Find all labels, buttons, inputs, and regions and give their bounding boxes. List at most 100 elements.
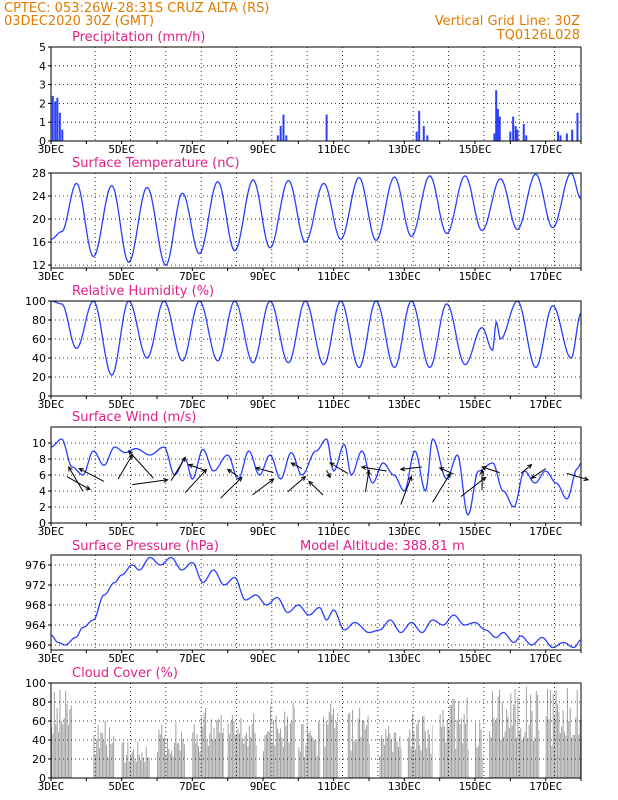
cloud-bar bbox=[562, 710, 564, 778]
cloud-bar bbox=[496, 717, 498, 778]
wind-arrowhead bbox=[254, 466, 261, 472]
cloud-bar bbox=[534, 737, 536, 778]
y-tick-label: 4 bbox=[39, 485, 46, 498]
cloud-bar bbox=[331, 715, 333, 778]
y-tick-label: 40 bbox=[32, 734, 46, 747]
cloud-bar bbox=[571, 737, 573, 778]
panel-cloud: Cloud Cover (%) 0 20 40 60 80 100 3DEC 5DEC 7DEC 9… bbox=[25, 666, 582, 793]
cloud-bar bbox=[246, 732, 248, 778]
cloud-bar bbox=[62, 724, 64, 778]
x-tick-label: 3DEC bbox=[38, 525, 65, 538]
cloud-bar bbox=[132, 749, 134, 778]
cloud-bar bbox=[223, 728, 225, 778]
x-tick-label: 5DEC bbox=[108, 652, 135, 665]
cloud-bar bbox=[506, 709, 508, 778]
cloud-bar bbox=[352, 709, 354, 778]
cloud-bar bbox=[52, 733, 54, 778]
cloud-bar bbox=[265, 734, 267, 778]
panel-annotation: Model Altitude: 388.81 m bbox=[300, 539, 465, 554]
cloud-bar bbox=[547, 688, 549, 778]
wind-arrowhead bbox=[399, 466, 406, 472]
x-tick-label: 9DEC bbox=[250, 398, 277, 411]
vertical-grid-label: Vertical Grid Line: 30Z bbox=[435, 14, 580, 29]
cloud-bar bbox=[94, 755, 96, 778]
wind-arrow bbox=[255, 467, 274, 474]
cloud-bar bbox=[575, 717, 577, 778]
precip-bar bbox=[557, 131, 560, 141]
cloud-bar bbox=[323, 716, 325, 778]
wind-arrowhead bbox=[181, 456, 186, 462]
cloud-bar bbox=[357, 718, 359, 778]
x-tick-label: 13DEC bbox=[388, 780, 421, 793]
cloud-bar bbox=[385, 729, 387, 778]
y-tick-label: 2 bbox=[39, 97, 46, 110]
cloud-bar bbox=[111, 742, 113, 778]
cloud-bar bbox=[458, 701, 460, 778]
wind-arrowhead bbox=[269, 478, 275, 484]
cloud-bar bbox=[493, 717, 495, 778]
run-date-label: 03DEC2020 30Z (GMT) bbox=[4, 14, 154, 29]
cloud-bar bbox=[268, 731, 270, 778]
cloud-bar bbox=[230, 721, 232, 778]
cloud-bar bbox=[316, 756, 318, 778]
wind-arrowhead bbox=[78, 468, 84, 473]
cloud-bar bbox=[548, 719, 550, 778]
x-tick-label: 5DEC bbox=[108, 143, 135, 156]
y-tick-label: 0 bbox=[39, 135, 46, 148]
cloud-bar bbox=[319, 723, 321, 778]
x-tick-label: 3DEC bbox=[38, 780, 65, 793]
wind-arrow bbox=[170, 457, 186, 481]
cloud-bar bbox=[388, 725, 390, 778]
cloud-bar bbox=[308, 733, 310, 778]
cloud-bar bbox=[311, 735, 313, 778]
cloud-bar bbox=[349, 712, 351, 778]
cloud-bar bbox=[523, 736, 525, 778]
cloud-bar bbox=[489, 730, 491, 778]
cloud-bar bbox=[253, 713, 255, 778]
cloud-bar bbox=[422, 716, 424, 778]
wind-arrowhead bbox=[290, 462, 296, 467]
cloud-bar bbox=[106, 744, 108, 778]
panel-title: Relative Humidity (%) bbox=[72, 284, 214, 299]
cloud-bar bbox=[173, 742, 175, 778]
chart-header: CPTEC: 053:26W-28:31S CRUZ ALTA (RS) 03D… bbox=[4, 1, 580, 43]
precip-bar bbox=[496, 109, 499, 141]
wind-line bbox=[50, 438, 582, 517]
cloud-bar bbox=[285, 726, 287, 778]
cloud-bar bbox=[312, 737, 314, 778]
x-tick-label: 5DEC bbox=[108, 270, 135, 283]
cloud-bar bbox=[579, 720, 581, 778]
cloud-bar bbox=[561, 726, 563, 778]
cloud-bar bbox=[318, 721, 320, 778]
precip-bar bbox=[51, 95, 54, 141]
cloud-bar bbox=[431, 725, 433, 778]
cloud-bar bbox=[335, 721, 337, 778]
precip-bar bbox=[525, 135, 528, 141]
cloud-bar bbox=[279, 728, 281, 778]
y-tick-label: 3 bbox=[39, 79, 46, 92]
panel-title: Surface Pressure (hPa) bbox=[72, 539, 219, 554]
y-tick-label: 6 bbox=[39, 469, 46, 482]
x-tick-label: 15DEC bbox=[458, 270, 491, 283]
precip-bar bbox=[512, 116, 515, 141]
x-tick-label: 13DEC bbox=[388, 525, 421, 538]
cloud-bar bbox=[578, 734, 580, 778]
cloud-bar bbox=[183, 744, 185, 778]
cloud-bar bbox=[175, 722, 177, 778]
precip-bar bbox=[565, 133, 568, 141]
cloud-bar bbox=[51, 726, 53, 778]
precip-bar bbox=[279, 125, 282, 141]
cloud-bar bbox=[219, 732, 221, 778]
cloud-bar bbox=[369, 743, 370, 778]
cloud-bar bbox=[467, 749, 469, 778]
cloud-bar bbox=[360, 736, 362, 778]
cloud-bar bbox=[212, 739, 214, 778]
x-tick-label: 3DEC bbox=[38, 398, 65, 411]
precip-bar bbox=[61, 129, 64, 141]
cloud-bar bbox=[53, 691, 55, 778]
cloud-bar bbox=[56, 707, 58, 778]
x-tick-label: 11DEC bbox=[317, 652, 350, 665]
wind-arrowhead bbox=[360, 465, 367, 471]
cloud-bar bbox=[195, 743, 197, 778]
cloud-bar bbox=[288, 742, 290, 778]
